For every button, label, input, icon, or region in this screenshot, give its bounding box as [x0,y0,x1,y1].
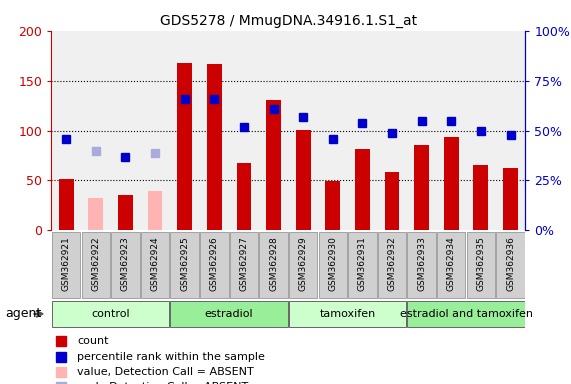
FancyBboxPatch shape [259,232,288,298]
Text: GSM362928: GSM362928 [269,236,278,291]
Text: GSM362923: GSM362923 [121,236,130,291]
Text: control: control [91,309,130,319]
FancyBboxPatch shape [319,232,347,298]
Text: GSM362932: GSM362932 [388,236,396,291]
Text: tamoxifen: tamoxifen [319,309,376,319]
Bar [177,63,192,230]
Text: percentile rank within the sample: percentile rank within the sample [78,352,266,362]
Text: GSM362922: GSM362922 [91,236,100,291]
FancyBboxPatch shape [52,301,169,327]
Bar [59,179,74,230]
Bar [503,169,518,230]
Bar [118,195,133,230]
Text: GSM362934: GSM362934 [447,236,456,291]
FancyBboxPatch shape [200,232,228,298]
Text: estradiol: estradiol [205,309,254,319]
Bar [266,99,281,230]
Bar [444,137,459,230]
FancyBboxPatch shape [289,232,317,298]
Bar [207,64,222,230]
Bar [385,172,400,230]
Text: estradiol and tamoxifen: estradiol and tamoxifen [400,309,533,319]
FancyBboxPatch shape [496,232,525,298]
Bar [89,199,103,230]
Bar [473,164,488,230]
Text: count: count [78,336,109,346]
FancyBboxPatch shape [171,301,288,327]
Text: rank, Detection Call = ABSENT: rank, Detection Call = ABSENT [78,382,249,384]
Text: GSM362926: GSM362926 [210,236,219,291]
FancyBboxPatch shape [171,232,199,298]
Text: GSM362925: GSM362925 [180,236,189,291]
FancyBboxPatch shape [52,232,81,298]
Text: GSM362924: GSM362924 [151,236,159,291]
FancyBboxPatch shape [408,232,436,298]
Title: GDS5278 / MmugDNA.34916.1.S1_at: GDS5278 / MmugDNA.34916.1.S1_at [160,14,417,28]
Text: GSM362927: GSM362927 [239,236,248,291]
Bar [296,129,311,230]
FancyBboxPatch shape [437,232,465,298]
Text: GSM362933: GSM362933 [417,236,426,291]
FancyBboxPatch shape [230,232,258,298]
Text: agent: agent [6,308,42,320]
FancyBboxPatch shape [467,232,495,298]
Bar [414,144,429,230]
FancyBboxPatch shape [141,232,169,298]
Text: GSM362935: GSM362935 [476,236,485,291]
Text: value, Detection Call = ABSENT: value, Detection Call = ABSENT [78,367,254,377]
Text: GSM362930: GSM362930 [328,236,337,291]
Text: GSM362921: GSM362921 [62,236,71,291]
Text: GSM362931: GSM362931 [358,236,367,291]
Text: GSM362936: GSM362936 [506,236,515,291]
FancyBboxPatch shape [111,232,140,298]
Bar [355,149,370,230]
Bar [148,192,163,230]
FancyBboxPatch shape [378,232,406,298]
Bar [236,162,251,230]
Bar [325,182,340,230]
Text: GSM362929: GSM362929 [299,236,308,291]
FancyBboxPatch shape [348,232,377,298]
FancyBboxPatch shape [289,301,406,327]
FancyBboxPatch shape [82,232,110,298]
FancyBboxPatch shape [408,301,525,327]
